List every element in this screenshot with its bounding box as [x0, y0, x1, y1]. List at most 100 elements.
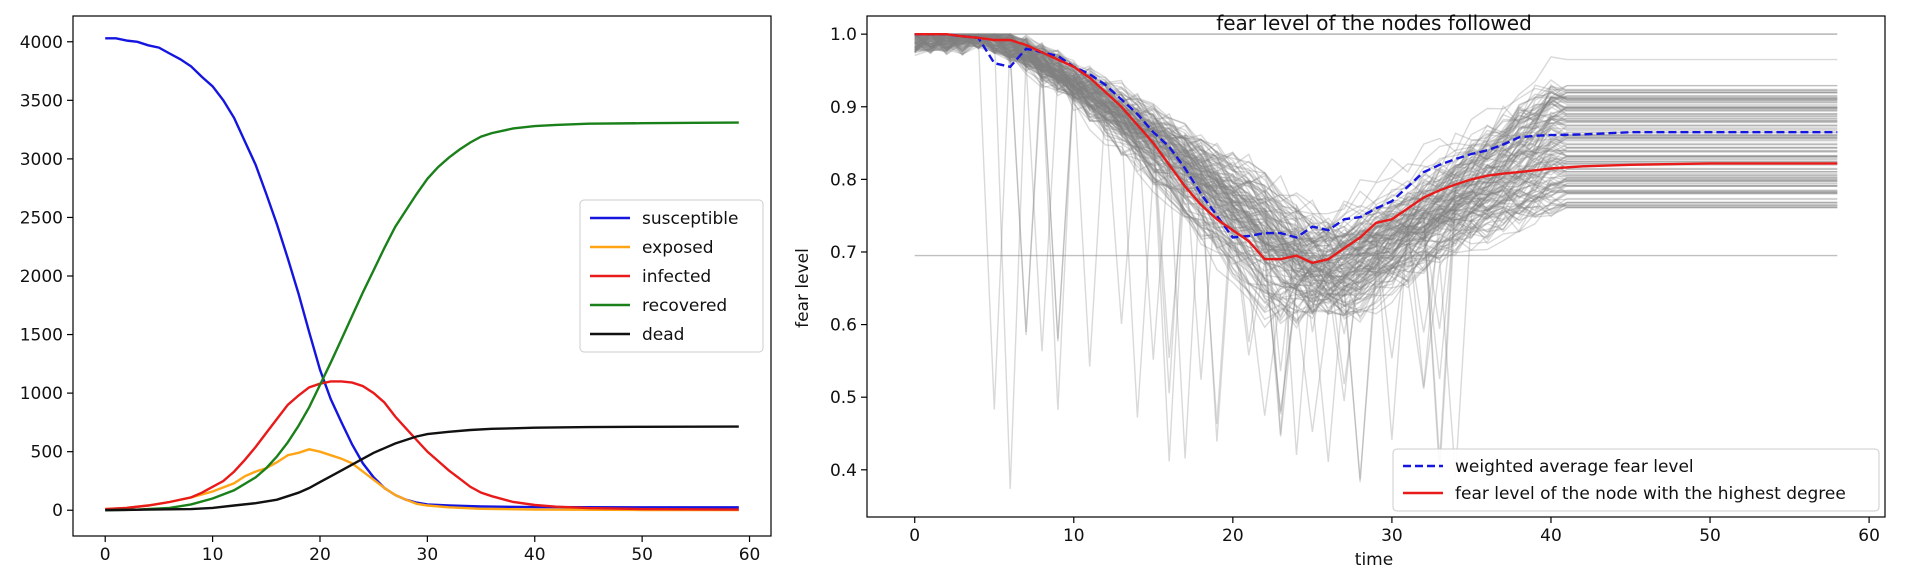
node-trajectory-line [914, 33, 1838, 387]
y-tick-label: 0.4 [830, 461, 857, 481]
node-trajectory-line [914, 33, 1838, 291]
node-trajectory-line [914, 33, 1838, 247]
node-trajectory-line [914, 33, 1838, 286]
node-trajectory-line [914, 33, 1838, 315]
node-trajectory-line [914, 33, 1838, 412]
node-trajectory-line [914, 33, 1838, 333]
node-trajectory-line [914, 33, 1838, 290]
y-tick-label: 2500 [20, 208, 63, 228]
node-trajectory-line [914, 33, 1838, 291]
node-trajectory-line [914, 33, 1838, 285]
node-trajectory-line [914, 33, 1838, 402]
y-tick-label: 2000 [20, 267, 63, 287]
y-tick-label: 3000 [20, 150, 63, 170]
node-trajectory-line [914, 33, 1838, 394]
node-trajectory-line [914, 33, 1838, 285]
right-legend: weighted average fear level fear level of… [1392, 448, 1880, 512]
node-trajectory-line [914, 33, 1838, 275]
node-trajectory-line [914, 33, 1838, 256]
x-tick-label: 40 [524, 545, 546, 565]
node-trajectory-line [914, 33, 1838, 260]
node-trajectory-line [914, 33, 1838, 280]
node-trajectory-line [914, 33, 1838, 432]
node-trajectory-line [914, 33, 1838, 248]
legend-box [1392, 448, 1880, 512]
node-trajectory-line [914, 33, 1838, 294]
node-trajectory-line [914, 33, 1838, 343]
node-trajectory-line [914, 33, 1838, 258]
node-trajectory-line [914, 33, 1838, 311]
node-trajectory-line [914, 33, 1838, 315]
y-tick-label: 1.0 [830, 25, 857, 45]
y-tick-label: 0.9 [830, 98, 857, 118]
node-trajectory-line [914, 33, 1838, 442]
node-trajectory-line [914, 36, 1838, 329]
node-trajectory-line [914, 33, 1838, 272]
node-trajectory-line [914, 33, 1838, 489]
node-trajectory-line [914, 33, 1838, 244]
node-trajectory-line [914, 33, 1838, 330]
node-trajectory-line [914, 33, 1838, 310]
series-line-infected [105, 380, 739, 511]
y-tick-label: 3500 [20, 91, 63, 111]
right-series-lines [914, 33, 1838, 265]
node-trajectory-line [914, 33, 1838, 437]
y-tick-label: 0.6 [830, 316, 857, 336]
node-trajectory-line [914, 33, 1838, 268]
node-trajectory-line [914, 33, 1838, 324]
x-tick-label: 0 [909, 526, 920, 546]
node-trajectory-line [914, 33, 1838, 291]
node-trajectory-line [914, 33, 1838, 277]
epidemic-compartments-chart: 0 10 20 30 40 50 60 0 500 1000 1500 2000 2500 3000 350… [20, 15, 772, 565]
node-trajectory-line [914, 33, 1838, 260]
y-tick-label: 0 [52, 501, 63, 521]
node-trajectory-line [914, 33, 1838, 483]
node-trajectory-line [914, 33, 1838, 267]
left-legend: susceptible exposed infected recovered dead [579, 199, 764, 353]
node-trajectory-line [914, 33, 1838, 280]
node-trajectory-line [914, 33, 1838, 359]
node-trajectory-line [914, 33, 1838, 342]
x-tick-label: 60 [739, 545, 761, 565]
node-trajectory-line [914, 33, 1838, 260]
x-tick-label: 50 [1699, 526, 1721, 546]
y-tick-label: 0.7 [830, 243, 857, 263]
node-trajectory-line [914, 33, 1838, 306]
node-trajectory-line [914, 33, 1838, 336]
y-tick-label: 1000 [20, 384, 63, 404]
node-trajectory-line [914, 33, 1838, 440]
legend-label: exposed [642, 238, 714, 258]
node-trajectory-line [914, 33, 1838, 274]
node-trajectory-line [914, 33, 1838, 255]
legend-label: susceptible [642, 209, 738, 229]
node-trajectory-line [914, 33, 1838, 293]
node-trajectory-line [914, 33, 1838, 259]
node-trajectory-line [914, 33, 1838, 292]
right-axis-ticks: 0 10 20 30 40 50 60 0.4 0.5 0.6 0.7 0.8 0.9 1.0 [830, 25, 1880, 546]
node-trajectory-line [914, 33, 1838, 360]
series-line-dead [105, 425, 739, 512]
node-trajectory-line [914, 33, 1838, 333]
node-trajectory-line [914, 33, 1838, 292]
y-tick-label: 0.8 [830, 170, 857, 190]
node-trajectory-line [914, 33, 1838, 264]
node-trajectory-line [914, 33, 1838, 253]
y-tick-label: 1500 [20, 326, 63, 346]
node-trajectory-line [914, 33, 1838, 380]
right-plot-frame [866, 15, 1886, 518]
right-y-axis-label: fear level [793, 248, 813, 328]
node-trajectory-line [914, 33, 1838, 253]
node-trajectory-line [914, 33, 1838, 304]
node-trajectory-line [914, 33, 1838, 280]
node-trajectory-line [914, 33, 1838, 321]
legend-box [579, 199, 764, 353]
node-trajectory-line [914, 33, 1838, 410]
node-trajectory-line [914, 33, 1838, 320]
node-trajectory-line [914, 33, 1838, 245]
node-trajectory-line [914, 33, 1838, 416]
node-trajectory-line [914, 33, 1838, 258]
y-tick-label: 500 [31, 443, 63, 463]
node-trajectory-line [914, 33, 1838, 461]
node-trajectory-line [914, 33, 1838, 321]
